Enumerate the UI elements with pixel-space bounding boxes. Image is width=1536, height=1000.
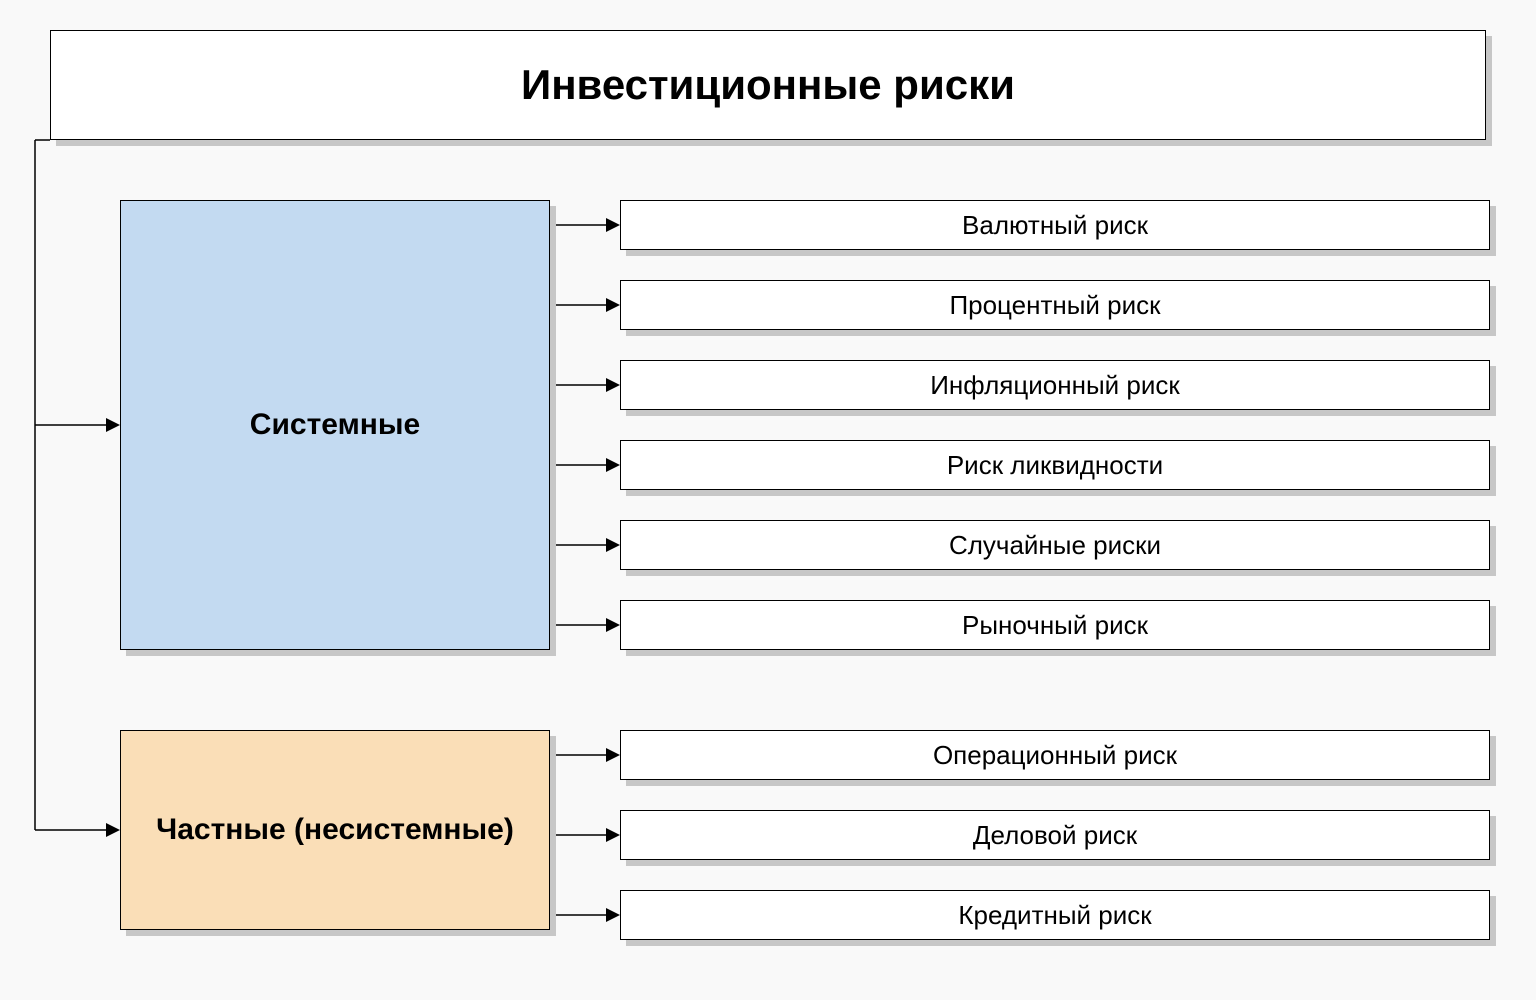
item-systemic-2: Инфляционный риск (620, 360, 1490, 410)
item-systemic-1-label: Процентный риск (949, 290, 1160, 321)
category-systemic: Системные (120, 200, 550, 650)
category-nonsystemic: Частные (несистемные) (120, 730, 550, 930)
item-nonsystemic-1: Деловой риск (620, 810, 1490, 860)
item-nonsystemic-1-label: Деловой риск (973, 820, 1137, 851)
item-systemic-4-label: Случайные риски (949, 530, 1161, 561)
category-nonsystemic-label: Частные (несистемные) (156, 813, 514, 847)
item-systemic-0-label: Валютный риск (962, 210, 1148, 241)
item-systemic-1: Процентный риск (620, 280, 1490, 330)
item-nonsystemic-0: Операционный риск (620, 730, 1490, 780)
item-systemic-5-label: Рыночный риск (962, 610, 1148, 641)
title-box: Инвестиционные риски (50, 30, 1486, 140)
item-systemic-3: Риск ликвидности (620, 440, 1490, 490)
item-nonsystemic-2: Кредитный риск (620, 890, 1490, 940)
item-systemic-3-label: Риск ликвидности (947, 450, 1163, 481)
category-systemic-label: Системные (250, 408, 420, 442)
item-systemic-0: Валютный риск (620, 200, 1490, 250)
item-systemic-5: Рыночный риск (620, 600, 1490, 650)
item-nonsystemic-2-label: Кредитный риск (958, 900, 1151, 931)
item-systemic-4: Случайные риски (620, 520, 1490, 570)
title-box-label: Инвестиционные риски (521, 61, 1015, 109)
item-systemic-2-label: Инфляционный риск (930, 370, 1180, 401)
diagram-canvas: Инвестиционные риски Системные Частные (не… (0, 0, 1536, 1000)
item-nonsystemic-0-label: Операционный риск (933, 740, 1177, 771)
